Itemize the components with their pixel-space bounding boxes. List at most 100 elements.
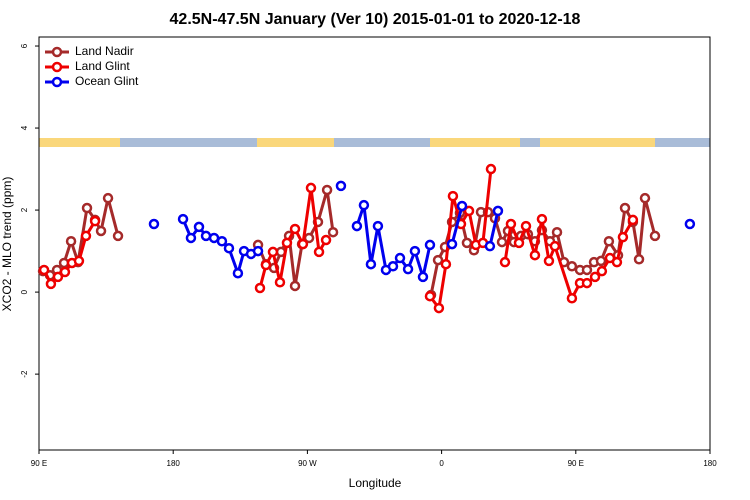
chart-title: 42.5N-47.5N January (Ver 10) 2015-01-01 … xyxy=(170,11,581,28)
x-tick-label: 90 E xyxy=(568,459,584,468)
data-point xyxy=(387,261,399,272)
y-tick-label: -2 xyxy=(20,370,29,378)
data-point xyxy=(81,202,93,214)
data-point xyxy=(313,246,325,258)
data-point xyxy=(446,238,458,250)
data-point xyxy=(358,199,370,211)
data-point xyxy=(327,226,339,238)
legend-label: Land Glint xyxy=(75,59,130,73)
data-point xyxy=(649,230,661,242)
data-point xyxy=(297,238,309,250)
legend-label: Ocean Glint xyxy=(75,74,139,88)
data-point xyxy=(456,200,468,212)
x-axis-label: Longitude xyxy=(349,476,402,490)
data-point xyxy=(59,266,71,278)
x-tick-label: 90 E xyxy=(31,459,47,468)
y-tick-label: 2 xyxy=(20,207,29,212)
data-point xyxy=(684,218,696,230)
data-point xyxy=(461,237,473,249)
data-point xyxy=(633,254,645,265)
data-point xyxy=(424,290,436,302)
data-point xyxy=(289,280,301,292)
data-point xyxy=(102,192,114,204)
legend-label: Land Nadir xyxy=(75,44,134,58)
data-point xyxy=(38,264,50,276)
data-point xyxy=(281,237,293,249)
data-point xyxy=(432,254,444,266)
data-point xyxy=(505,218,517,230)
series-line xyxy=(42,168,635,310)
data-point xyxy=(351,220,363,232)
data-point xyxy=(440,258,452,270)
data-point xyxy=(485,163,497,175)
data-point xyxy=(402,263,414,275)
data-point xyxy=(252,245,264,257)
data-point xyxy=(589,271,601,283)
data-point xyxy=(305,182,317,194)
data-point xyxy=(73,255,85,267)
data-point xyxy=(496,236,508,248)
data-point xyxy=(596,265,608,277)
data-point xyxy=(463,205,475,217)
data-point xyxy=(424,239,436,251)
y-tick-label: 0 xyxy=(20,289,29,294)
data-point xyxy=(394,252,406,264)
data-point xyxy=(95,225,107,237)
data-point xyxy=(549,240,561,252)
data-point xyxy=(232,267,244,279)
y-tick-label: 6 xyxy=(20,43,29,48)
data-point xyxy=(492,205,504,217)
data-point xyxy=(536,213,548,225)
legend-marker xyxy=(51,76,63,88)
data-point xyxy=(254,282,266,294)
data-point xyxy=(193,221,205,233)
legend-marker xyxy=(51,46,63,58)
data-point xyxy=(80,230,92,242)
data-point xyxy=(603,235,615,247)
data-point xyxy=(566,293,578,304)
plot-frame xyxy=(38,36,711,451)
data-point xyxy=(551,226,563,238)
data-point xyxy=(513,237,525,249)
data-point xyxy=(65,235,77,247)
data-point xyxy=(639,192,651,204)
data-point xyxy=(372,220,384,232)
land-ocean-strip xyxy=(39,138,710,147)
data-point xyxy=(45,278,57,290)
data-point xyxy=(260,259,272,271)
data-point xyxy=(566,261,578,272)
data-point xyxy=(321,184,333,196)
data-point xyxy=(274,277,286,288)
data-point xyxy=(177,213,189,225)
data-point xyxy=(52,271,64,283)
x-tick-label: 180 xyxy=(167,459,181,468)
data-point xyxy=(216,235,228,247)
data-point xyxy=(89,215,101,227)
data-point xyxy=(619,202,631,214)
series-line xyxy=(42,188,657,296)
data-point xyxy=(148,218,160,230)
data-point xyxy=(223,242,235,254)
data-point xyxy=(447,190,459,202)
data-point xyxy=(595,255,607,267)
data-point xyxy=(581,277,593,289)
data-point xyxy=(455,218,467,230)
data-point xyxy=(112,230,124,242)
data-point xyxy=(529,249,541,261)
data-point xyxy=(611,256,623,268)
y-tick-label: 4 xyxy=(20,125,29,130)
data-point xyxy=(499,256,511,268)
data-point xyxy=(289,223,301,235)
data-point xyxy=(185,232,197,244)
x-tick-label: 0 xyxy=(439,459,444,468)
data-point xyxy=(417,271,429,283)
data-point xyxy=(617,231,629,243)
x-tick-label: 90 W xyxy=(298,459,317,468)
data-point xyxy=(543,255,555,267)
data-point xyxy=(409,245,421,257)
data-point xyxy=(433,302,445,314)
data-point xyxy=(627,214,639,226)
data-point xyxy=(320,234,332,246)
data-point xyxy=(200,230,212,242)
